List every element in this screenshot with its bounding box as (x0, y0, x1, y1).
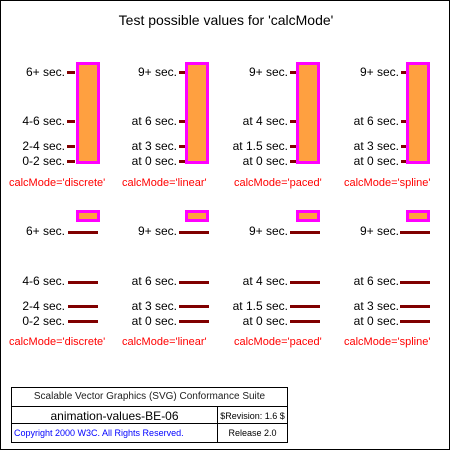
tick-mark-top (68, 231, 98, 234)
tick-mark-mid-high (290, 120, 298, 123)
tick-label-bottom: at 0 sec. (131, 154, 177, 168)
tick-label-bottom: at 0 sec. (353, 154, 399, 168)
animated-bar (185, 62, 209, 164)
tick-mark-bottom (179, 320, 209, 323)
tick-label-top: 9+ sec. (359, 224, 399, 238)
tick-label-mid-low: at 1.5 sec. (232, 299, 288, 313)
tick-mark-bottom (67, 160, 75, 163)
tick-mark-top (400, 231, 430, 234)
tick-label-top: 6+ sec. (25, 65, 65, 79)
tick-mark-mid-high (179, 120, 187, 123)
tick-label-mid-high: at 6 sec. (131, 274, 177, 288)
tick-mark-mid-low (290, 145, 298, 148)
row2-group-paced: 9+ sec. at 4 sec. at 1.5 sec. at 0 sec. … (229, 208, 341, 348)
revision-text: $Revision: 1.6 $ (220, 411, 285, 421)
tick-label-mid-low: at 1.5 sec. (232, 139, 288, 153)
tick-mark-bottom (179, 160, 187, 163)
tick-label-top: 9+ sec. (248, 65, 288, 79)
row1-group-spline: 9+ sec. at 6 sec. at 3 sec. at 0 sec. ca… (340, 58, 449, 198)
tick-label-top: 9+ sec. (248, 224, 288, 238)
tick-mark-mid-low (68, 305, 98, 308)
reference-bar (406, 210, 430, 222)
tick-label-mid-low: at 3 sec. (353, 139, 399, 153)
row1-group-discrete: 6+ sec. 4-6 sec. 2-4 sec. 0-2 sec. calcM… (6, 58, 118, 198)
tick-label-bottom: at 0 sec. (242, 314, 288, 328)
animated-bar (76, 62, 100, 164)
tick-label-top: 9+ sec. (137, 65, 177, 79)
tick-label-bottom: at 0 sec. (131, 314, 177, 328)
tick-mark-mid-low (67, 145, 75, 148)
tick-mark-mid-high (67, 120, 75, 123)
tick-label-top: 9+ sec. (137, 224, 177, 238)
tick-label-mid-high: at 4 sec. (242, 114, 288, 128)
tick-mark-bottom (68, 320, 98, 323)
calcmode-label: calcMode='linear' (122, 177, 207, 189)
animated-bar (296, 62, 320, 164)
conformance-footer: Scalable Vector Graphics (SVG) Conforman… (11, 387, 288, 443)
tick-mark-bottom (401, 160, 409, 163)
calcmode-label: calcMode='spline' (344, 177, 431, 189)
test-name: animation-values-BE-06 (50, 409, 179, 423)
tick-label-bottom: 0-2 sec. (22, 314, 65, 328)
tick-label-mid-low: 2-4 sec. (22, 139, 65, 153)
tick-mark-mid-high (68, 281, 98, 284)
tick-mark-top (290, 231, 320, 234)
calcmode-label: calcMode='linear' (122, 336, 207, 348)
tick-mark-top (401, 71, 409, 74)
tick-mark-bottom (400, 320, 430, 323)
tick-mark-top (179, 71, 187, 74)
tick-mark-mid-high (290, 281, 320, 284)
reference-bar (296, 210, 320, 222)
tick-mark-mid-low (400, 305, 430, 308)
tick-label-top: 6+ sec. (25, 224, 65, 238)
calcmode-label: calcMode='paced' (234, 336, 322, 348)
row2-group-spline: 9+ sec. at 6 sec. at 3 sec. at 0 sec. ca… (340, 208, 449, 348)
tick-label-mid-low: at 3 sec. (131, 299, 177, 313)
calcmode-label: calcMode='discrete' (9, 336, 106, 348)
tick-label-mid-high: at 6 sec. (131, 114, 177, 128)
calcmode-label: calcMode='paced' (234, 177, 322, 189)
suite-title: Scalable Vector Graphics (SVG) Conforman… (33, 391, 266, 402)
tick-label-mid-high: 4-6 sec. (22, 114, 65, 128)
tick-mark-mid-low (179, 305, 209, 308)
calcmode-label: calcMode='spline' (344, 336, 431, 348)
release-text: Release 2.0 (228, 428, 277, 438)
row2-group-linear: 9+ sec. at 6 sec. at 3 sec. at 0 sec. ca… (118, 208, 230, 348)
tick-mark-mid-low (290, 305, 320, 308)
tick-label-mid-high: at 6 sec. (353, 114, 399, 128)
tick-label-bottom: at 0 sec. (353, 314, 399, 328)
tick-mark-mid-low (401, 145, 409, 148)
tick-mark-top (179, 231, 209, 234)
footer-divider (217, 406, 218, 442)
reference-bar (185, 210, 209, 222)
tick-label-mid-low: 2-4 sec. (22, 299, 65, 313)
reference-bar (76, 210, 100, 222)
footer-copyright-row: Copyright 2000 W3C. All Rights Reserved.… (12, 424, 287, 442)
tick-label-top: 9+ sec. (359, 65, 399, 79)
animated-bar (406, 62, 430, 164)
tick-label-mid-high: at 6 sec. (353, 274, 399, 288)
tick-mark-mid-high (401, 120, 409, 123)
footer-name-row: animation-values-BE-06 $Revision: 1.6 $ (12, 406, 287, 424)
tick-mark-top (290, 71, 298, 74)
tick-label-mid-low: at 3 sec. (353, 299, 399, 313)
row1-group-linear: 9+ sec. at 6 sec. at 3 sec. at 0 sec. ca… (118, 58, 230, 198)
row1-group-paced: 9+ sec. at 4 sec. at 1.5 sec. at 0 sec. … (229, 58, 341, 198)
tick-mark-bottom (290, 320, 320, 323)
copyright-text: Copyright 2000 W3C. All Rights Reserved. (14, 428, 184, 438)
tick-mark-mid-high (400, 281, 430, 284)
tick-label-bottom: 0-2 sec. (22, 154, 65, 168)
tick-mark-bottom (290, 160, 298, 163)
calcmode-label: calcMode='discrete' (9, 177, 106, 189)
tick-mark-mid-high (179, 281, 209, 284)
tick-label-bottom: at 0 sec. (242, 154, 288, 168)
tick-label-mid-low: at 3 sec. (131, 139, 177, 153)
tick-label-mid-high: at 4 sec. (242, 274, 288, 288)
tick-label-mid-high: 4-6 sec. (22, 274, 65, 288)
page-title: Test possible values for 'calcMode' (118, 12, 334, 28)
row2-group-discrete: 6+ sec. 4-6 sec. 2-4 sec. 0-2 sec. calcM… (6, 208, 118, 348)
tick-mark-mid-low (179, 145, 187, 148)
tick-mark-top (67, 71, 75, 74)
